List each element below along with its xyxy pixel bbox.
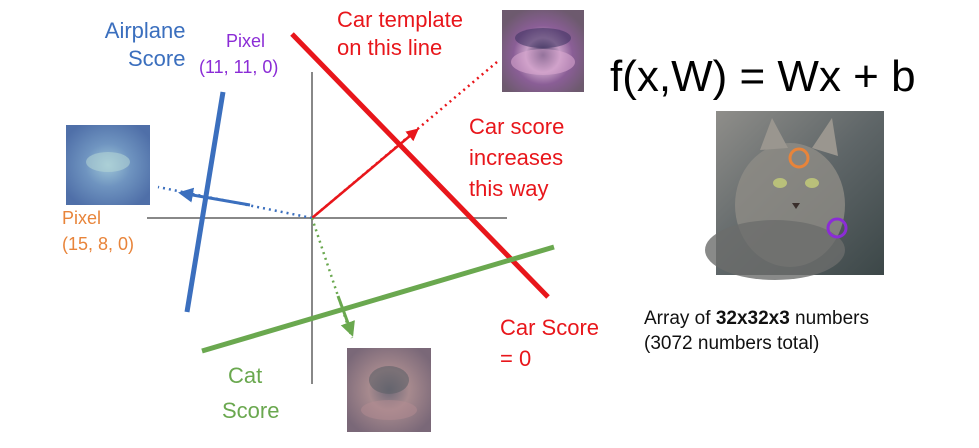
formula: f(x,W) = Wx + b — [610, 52, 916, 101]
car-score-zero-label-line1: Car Score — [500, 315, 600, 340]
pixel-purple-label-line1: Pixel — [226, 31, 266, 51]
pixel-orange-label: Pixel (15, 8, 0) — [62, 205, 134, 257]
caption-line2: (3072 numbers total) — [644, 333, 820, 354]
car-score-increases-label-line1: Car score — [469, 114, 565, 139]
purple-pixel-marker — [826, 217, 848, 239]
cat-direction-arrow — [336, 295, 355, 337]
caption-line1: Array of 32x32x3 numbers — [644, 306, 869, 331]
cat-score-zero-line — [201, 244, 555, 354]
airplane-score-label: Airplane Score — [92, 17, 186, 73]
airplane-direction-arrow — [178, 187, 251, 207]
caption-prefix: Array of — [644, 308, 716, 329]
caption-suffix: numbers — [789, 308, 869, 329]
car-score-zero-line — [290, 32, 550, 299]
cat-score-label-line2: Score — [222, 398, 280, 423]
airplane-template-thumbnail — [66, 125, 150, 205]
pixel-purple-label: Pixel (11, 11, 0) — [199, 28, 278, 80]
car-score-zero-label-line2: = 0 — [500, 346, 532, 371]
pixel-orange-label-line2: (15, 8, 0) — [62, 234, 135, 254]
car-direction-arrow — [311, 128, 419, 219]
car-template-thumbnail — [502, 10, 584, 92]
car-template-label: Car template on this line — [337, 6, 463, 62]
caption-dimensions: 32x32x3 — [715, 308, 790, 329]
airplane-score-zero-line — [184, 91, 226, 313]
cat-score-label-line1: Cat — [228, 363, 263, 388]
car-score-zero-label: Car Score = 0 — [500, 312, 599, 374]
cat-template-thumbnail — [347, 348, 431, 432]
car-score-increases-label: Car score increases this way — [469, 111, 564, 204]
airplane-score-label-line2: Score — [128, 46, 186, 71]
pixel-purple-label-line2: (11, 11, 0) — [199, 57, 279, 77]
airplane-score-label-line1: Airplane — [104, 18, 186, 43]
cat-photo — [705, 111, 884, 280]
orange-pixel-marker — [788, 147, 810, 169]
car-template-label-line2: on this line — [337, 35, 443, 60]
car-score-increases-label-line3: this way — [469, 176, 549, 201]
image-caption: Array of 32x32x3 numbers (3072 numbers t… — [644, 306, 869, 356]
cat-score-label: Cat Score — [222, 358, 279, 428]
car-template-label-line1: Car template — [337, 7, 463, 32]
pixel-orange-label-line1: Pixel — [62, 208, 102, 228]
car-score-increases-label-line2: increases — [469, 145, 564, 170]
